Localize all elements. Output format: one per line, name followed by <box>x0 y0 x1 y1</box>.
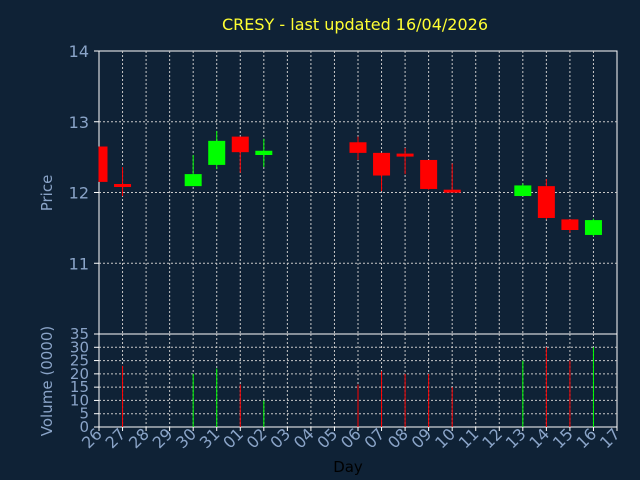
price-candles <box>98 130 602 237</box>
candle-body <box>396 153 414 157</box>
candle-body <box>255 150 273 156</box>
volume-tick-label: 15 <box>70 378 89 396</box>
candle-body <box>373 152 391 176</box>
price-tick-label: 13 <box>69 113 89 132</box>
price-axis-label: Price <box>38 175 56 212</box>
volume-tick-label: 35 <box>70 325 89 343</box>
volume-tick-label: 0 <box>79 418 89 436</box>
price-tick-label: 14 <box>69 42 89 61</box>
volume-bars <box>122 347 594 427</box>
x-tick-labels: 2627282930310102030405060708091011121314… <box>78 424 624 452</box>
volume-tick-label: 10 <box>70 391 89 409</box>
candle-body <box>420 159 438 189</box>
candle-body <box>114 184 132 188</box>
volume-tick-label: 20 <box>70 365 89 383</box>
candle-body <box>349 142 367 153</box>
x-axis-label: Day <box>333 458 363 476</box>
candle-body <box>208 140 226 165</box>
volume-tick-label: 25 <box>70 352 89 370</box>
price-tick-labels: 11 12 13 14 <box>69 42 99 273</box>
price-tick-label: 12 <box>69 184 89 203</box>
volume-axis-label: Volume (0000) <box>38 326 56 436</box>
price-tick-label: 11 <box>69 254 89 273</box>
volume-tick-label: 30 <box>70 338 89 356</box>
candle-body <box>99 146 108 182</box>
candle-body <box>514 185 532 197</box>
candle-body <box>184 174 202 187</box>
x-tick-label: 17 <box>596 424 624 452</box>
candle-body <box>584 220 602 235</box>
volume-tick-label: 5 <box>79 405 89 423</box>
candle-body <box>537 186 555 218</box>
candle-body <box>231 136 249 153</box>
chart-title: CRESY - last updated 16/04/2026 <box>222 15 488 34</box>
candle-body <box>561 219 579 230</box>
candle-body <box>443 189 461 193</box>
